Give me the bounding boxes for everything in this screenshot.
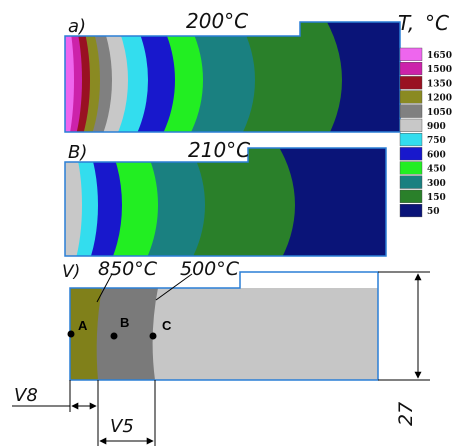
temp-850: 850°C (98, 258, 158, 280)
legend-label-300: 300 (427, 179, 446, 189)
legend-swatch-1050 (399, 104, 423, 118)
zone-mid (94, 288, 158, 380)
legend-swatch-150 (399, 189, 423, 203)
dim-v8-label: V8 (14, 385, 38, 406)
panel-a-outline (64, 21, 401, 133)
legend-swatch-1200 (399, 90, 423, 104)
legend-label-1050: 1050 (427, 108, 452, 118)
panel-b-temperature: 210°C (188, 138, 250, 162)
legend-label-1650: 1650 (427, 51, 452, 61)
band-a-1650 (65, 22, 74, 132)
panel-a-temperature: 200°C (186, 9, 248, 33)
legend-swatch-300 (399, 175, 423, 189)
leader-850 (96, 273, 113, 303)
legend-swatch-50 (399, 203, 423, 218)
point-a-label: A (78, 318, 88, 333)
legend: 1650 1500 1350 1200 1050 900 750 600 450 300 150 50 (399, 47, 452, 218)
legend-title-t: T, (398, 11, 414, 35)
legend-label-750: 750 (427, 136, 446, 146)
legend-swatch-600 (399, 147, 423, 161)
legend-swatch-1500 (399, 62, 423, 76)
legend-label-900: 900 (427, 122, 446, 132)
point-c-label: C (162, 318, 172, 333)
legend-swatch-1650 (399, 47, 423, 61)
legend-label-1350: 1350 (427, 79, 452, 89)
panel-a-label: a) (68, 16, 86, 37)
leader-500 (155, 273, 193, 301)
zone-cold (152, 288, 378, 380)
legend-label-600: 600 (427, 150, 446, 160)
point-c-marker (149, 332, 157, 340)
zone-hot (70, 288, 102, 380)
point-b-marker (110, 332, 118, 340)
panel-v-label: V) (62, 262, 80, 282)
temp-500: 500°C (180, 258, 240, 280)
legend-swatch-1350 (399, 76, 423, 90)
panel-v: A B C V) 850°C 500°C (62, 258, 379, 381)
panel-b-label: B) (68, 142, 87, 163)
legend-swatch-750 (399, 132, 423, 147)
legend-swatch-450 (399, 161, 423, 175)
legend-label-450: 450 (427, 165, 446, 175)
legend-label-150: 150 (427, 193, 446, 203)
legend-label-1500: 1500 (427, 65, 452, 75)
legend-title-unit: °C (425, 11, 449, 35)
band-b-900 (65, 148, 82, 256)
legend-label-1200: 1200 (427, 94, 452, 104)
point-a-marker (67, 330, 75, 338)
panel-b-outline (64, 147, 387, 257)
point-b-label: B (120, 315, 129, 330)
legend-swatch-900 (399, 118, 423, 132)
dim-v5-label: V5 (110, 416, 134, 437)
legend-label-50: 50 (427, 207, 440, 217)
dim-27-label: 27 (395, 402, 417, 426)
dimensions (12, 271, 430, 446)
